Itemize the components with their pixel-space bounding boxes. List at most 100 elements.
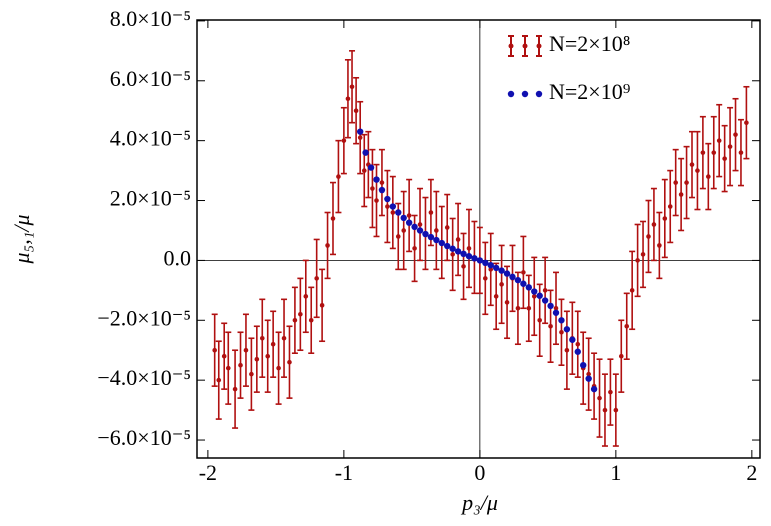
error-point — [329, 181, 336, 256]
data-point — [374, 198, 379, 203]
data-point — [412, 246, 417, 251]
data-point — [509, 273, 516, 281]
data-point — [548, 323, 553, 329]
error-point — [678, 157, 685, 232]
data-point — [733, 132, 738, 137]
data-point — [416, 227, 424, 234]
error-point — [705, 142, 712, 211]
x-tick-label: 1 — [610, 460, 621, 485]
data-point — [514, 276, 522, 284]
data-point — [249, 371, 254, 377]
data-point — [378, 186, 386, 194]
error-point — [585, 337, 592, 411]
data-point — [515, 306, 521, 311]
data-point — [428, 210, 434, 215]
data-point — [520, 280, 527, 287]
error-point — [281, 298, 288, 378]
data-point — [531, 288, 538, 295]
data-point — [232, 386, 238, 392]
data-point — [585, 375, 592, 382]
x-tick-label: -1 — [335, 460, 353, 485]
error-point — [221, 322, 228, 390]
error-point — [449, 217, 456, 292]
error-point — [460, 232, 467, 301]
data-point — [450, 252, 455, 257]
data-point — [276, 365, 281, 371]
error-point — [743, 85, 750, 160]
data-point — [221, 353, 227, 359]
data-point — [238, 362, 243, 368]
error-point — [369, 148, 376, 229]
error-point — [286, 325, 293, 399]
legend-icon — [508, 43, 514, 49]
data-point — [541, 297, 549, 304]
data-point — [526, 306, 532, 311]
data-point — [349, 84, 355, 90]
data-point — [646, 234, 651, 239]
data-point — [330, 216, 336, 221]
error-point — [291, 286, 298, 355]
error-point — [737, 118, 744, 187]
error-point — [455, 202, 462, 277]
y-tick-label: −2.0×10⁻⁵ — [97, 305, 191, 330]
error-point — [689, 130, 696, 199]
plot-frame — [196, 19, 761, 459]
data-point — [225, 365, 231, 371]
data-point — [476, 257, 484, 264]
y-tick-label: −6.0×10⁻⁵ — [97, 425, 191, 450]
error-point — [400, 190, 407, 271]
data-point — [640, 252, 646, 257]
data-point — [498, 267, 505, 274]
data-point — [569, 336, 576, 343]
data-point — [602, 407, 608, 413]
error-point — [225, 331, 232, 405]
x-axis-label: p₃/μ — [460, 490, 498, 515]
error-point — [618, 319, 625, 393]
data-point — [553, 306, 559, 311]
data-point — [319, 303, 325, 308]
error-point — [319, 268, 326, 343]
data-point — [657, 243, 662, 248]
data-point — [362, 149, 369, 156]
data-point — [417, 222, 423, 227]
data-point — [243, 347, 249, 353]
data-point — [325, 243, 330, 248]
error-point — [353, 76, 360, 145]
data-point — [270, 341, 276, 347]
data-point — [492, 264, 500, 272]
data-point — [488, 267, 494, 272]
data-point — [547, 302, 554, 310]
error-point — [612, 373, 619, 447]
error-point — [211, 313, 218, 387]
data-point — [259, 335, 265, 341]
data-point — [395, 209, 402, 216]
error-point — [237, 331, 244, 399]
data-point — [482, 276, 488, 281]
y-axis-label: μ₅,₁/μ — [9, 215, 34, 265]
data-point — [493, 294, 499, 299]
error-point — [253, 325, 260, 393]
data-point — [389, 203, 397, 210]
data-point — [559, 329, 564, 335]
error-point — [264, 319, 271, 393]
error-point — [417, 187, 424, 262]
data-point — [662, 216, 668, 221]
x-tick-label: 0 — [474, 460, 485, 485]
data-point — [438, 239, 445, 247]
error-point — [607, 358, 614, 426]
data-point — [536, 292, 543, 299]
error-point — [514, 271, 521, 346]
data-point — [618, 353, 624, 359]
x-tick-label: 2 — [746, 460, 757, 485]
data-point — [706, 174, 711, 179]
data-point — [385, 204, 390, 209]
data-point — [444, 225, 450, 230]
data-point — [401, 228, 407, 233]
data-point — [575, 341, 581, 347]
error-point — [629, 250, 636, 331]
data-point — [521, 270, 526, 275]
data-point — [379, 180, 385, 185]
error-point — [574, 310, 581, 378]
legend-icon — [535, 90, 543, 98]
